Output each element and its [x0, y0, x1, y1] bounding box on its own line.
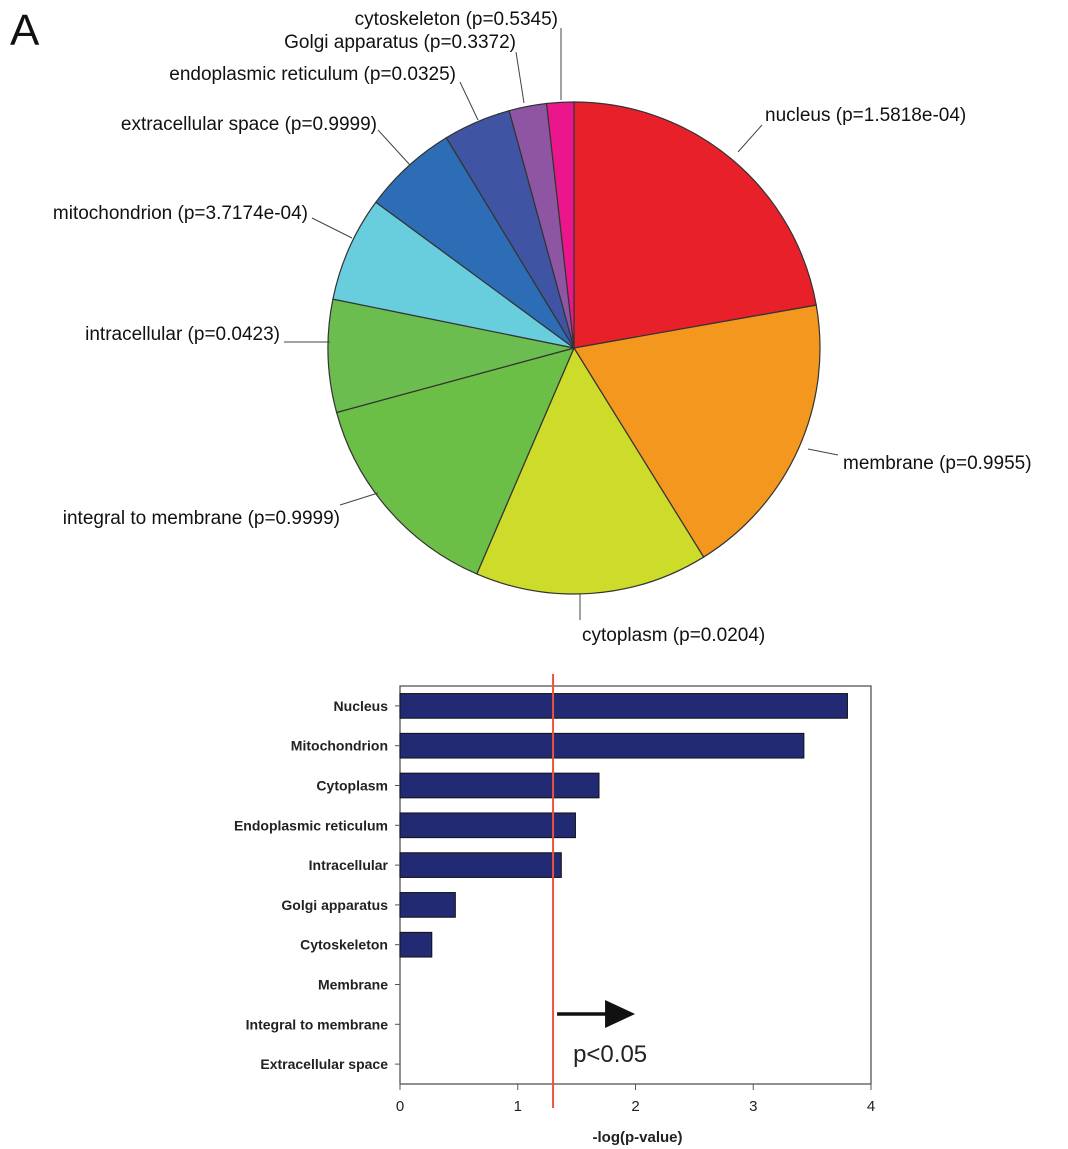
leader-line-endoplasmic-reticulum [459, 81, 479, 121]
bar-chart: Nucleus Mitochondrion Cytoplasm Endoplasmic… [234, 674, 875, 1146]
leader-line-nucleus [737, 124, 763, 153]
leader-line-integral-to-membrane [339, 492, 379, 506]
arrow-head-icon [605, 1000, 636, 1028]
y-tick-label-cytoplasm: Cytoplasm [316, 778, 388, 794]
pie-label-intracellular: intracellular (p=0.0423) [85, 324, 280, 345]
bar-intracellular [399, 852, 562, 878]
pie-slice-integral-to-membrane [335, 347, 576, 575]
panel-label: A [10, 6, 40, 55]
y-tick-label-intracellular: Intracellular [309, 857, 389, 873]
y-tick-label-membrane: Membrane [318, 977, 388, 993]
y-tick-label-extracellular-space: Extracellular space [260, 1056, 388, 1072]
bar-mitochondrion [399, 732, 805, 759]
bar-golgi-apparatus [399, 892, 456, 918]
pie-label-golgi-apparatus: Golgi apparatus (p=0.3372) [284, 32, 516, 53]
pie-label-mitochondrion: mitochondrion (p=3.7174e-04) [53, 203, 308, 224]
x-axis-label: -log(p-value) [593, 1129, 683, 1146]
pie-slice-intracellular [327, 298, 575, 414]
x-tick-label: 2 [631, 1098, 639, 1115]
y-tick-label-nucleus: Nucleus [334, 698, 389, 714]
pie-slice-mitochondrion [332, 201, 575, 349]
x-tick-label: 0 [396, 1098, 404, 1115]
x-tick-label: 4 [867, 1098, 875, 1115]
bar-nucleus [399, 693, 848, 719]
bar-endoplasmic-reticulum [399, 812, 576, 839]
leader-line-mitochondrion [311, 217, 353, 239]
y-tick-label-mitochondrion: Mitochondrion [291, 738, 388, 754]
leader-line-golgi-apparatus [515, 51, 525, 104]
pie-label-membrane: membrane (p=0.9955) [843, 453, 1032, 474]
bar-cytoplasm [399, 772, 600, 799]
pie-slice-cytoskeleton [545, 101, 575, 349]
bar-cytoskeleton [399, 931, 433, 958]
y-tick-label-integral-to-membrane: Integral to membrane [246, 1016, 389, 1032]
threshold-label: p<0.05 [573, 1041, 647, 1068]
pie-chart: nucleus (p=1.5818e-04) membrane (p=0.9955… [53, 9, 1032, 646]
pie-slice-nucleus [573, 101, 817, 349]
pie-slice-cytoplasm [475, 346, 705, 595]
pie-label-cytoskeleton: cytoskeleton (p=0.5345) [355, 9, 558, 30]
pie-slice-membrane [573, 304, 821, 558]
y-tick-label-cytoskeleton: Cytoskeleton [300, 937, 388, 953]
y-tick-label-endoplasmic-reticulum: Endoplasmic reticulum [234, 817, 388, 833]
leader-line-extracellular-space [377, 129, 411, 166]
pie-label-cytoplasm: cytoplasm (p=0.0204) [582, 625, 765, 646]
x-tick-label: 1 [514, 1098, 522, 1115]
pie-label-integral-to-membrane: integral to membrane (p=0.9999) [63, 508, 340, 529]
leader-line-membrane [807, 448, 839, 456]
y-tick-label-golgi-apparatus: Golgi apparatus [281, 897, 388, 913]
pie-label-extracellular-space: extracellular space (p=0.9999) [121, 114, 377, 135]
pie-label-nucleus: nucleus (p=1.5818e-04) [765, 105, 966, 126]
pie-label-endoplasmic-reticulum: endoplasmic reticulum (p=0.0325) [169, 64, 456, 85]
x-tick-label: 3 [749, 1098, 757, 1115]
